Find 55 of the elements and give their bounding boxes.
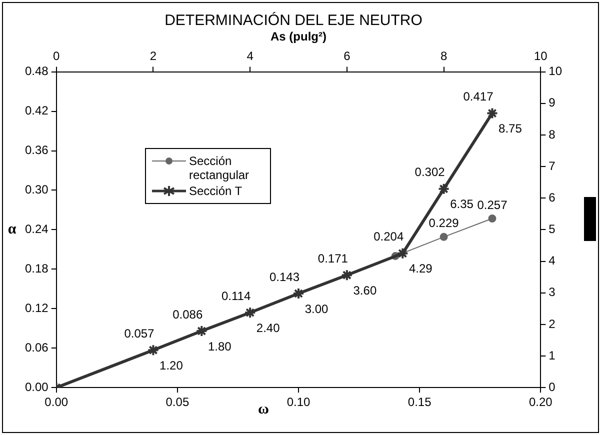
x2-tick-label: 0 <box>53 48 60 63</box>
chart-title: DETERMINACIÓN DEL EJE NEUTRO <box>164 11 422 30</box>
y2-tick-label: 0 <box>548 380 556 394</box>
y-tick-label: 0.06 <box>24 340 49 354</box>
x2-tick-label: 2 <box>150 48 157 63</box>
y2-tick-label: 2 <box>548 316 556 331</box>
annotation: 2.40 <box>256 320 280 335</box>
data-label: 0.114 <box>222 288 251 303</box>
legend-label: Sección rectangular <box>189 154 250 182</box>
y2-tick-label: 5 <box>548 222 556 236</box>
annotation: 3.60 <box>353 283 377 298</box>
data-label: 0.204 <box>374 230 404 244</box>
y2-tick-label: 10 <box>548 64 562 78</box>
y2-tick-label: 1 <box>548 348 556 362</box>
y-tick-label: 0.18 <box>24 261 49 276</box>
y2-tick-label: 3 <box>548 285 556 300</box>
data-label: 0.171 <box>318 251 348 266</box>
legend-label: Sección T <box>189 184 242 198</box>
y-tick-label: 0.30 <box>24 182 49 197</box>
annotation: 8.75 <box>498 122 522 136</box>
y-axis-title: α <box>8 222 17 238</box>
x2-tick-label: 10 <box>534 48 548 63</box>
x2-tick-label: 6 <box>344 48 351 63</box>
y-tick-label: 0.42 <box>24 104 49 118</box>
y2-tick-label: 6 <box>548 190 556 204</box>
y-tick-label: 0.48 <box>24 64 49 78</box>
y2-tick-label: 9 <box>548 96 556 110</box>
data-label: 0.417 <box>463 90 494 104</box>
annotation: 6.35 <box>450 197 474 212</box>
y2-tick-label: 4 <box>548 254 556 268</box>
y-tick-label: 0.36 <box>24 143 49 158</box>
data-label: 0.229 <box>428 216 460 230</box>
x-tick-label: 0.05 <box>166 395 190 410</box>
annotation: 4.29 <box>408 262 433 276</box>
annotation: 3.00 <box>304 302 329 316</box>
x-tick-label: 0.10 <box>286 395 311 410</box>
x-axis-title: ω <box>258 401 270 418</box>
x-tick-label: 0.15 <box>408 395 432 410</box>
x2-tick-label: 4 <box>246 48 254 63</box>
y-tick-label: 0.24 <box>24 222 49 236</box>
data-label: 0.086 <box>172 307 203 322</box>
annotation: 1.80 <box>208 339 232 354</box>
data-label: 0.057 <box>124 326 155 340</box>
x2-axis-title: As (pulg²) <box>270 30 327 44</box>
y2-tick-label: 7 <box>548 158 556 173</box>
data-label: 0.257 <box>477 198 508 212</box>
data-label: 0.143 <box>269 270 300 284</box>
x-tick-label: 0.00 <box>44 395 68 410</box>
x-tick-label: 0.20 <box>528 395 553 410</box>
y2-tick-label: 8 <box>548 127 556 142</box>
x2-tick-label: 8 <box>440 48 448 63</box>
y-tick-label: 0.00 <box>24 380 49 394</box>
y-tick-label: 0.12 <box>24 300 49 315</box>
annotation: 1.20 <box>160 358 184 372</box>
data-label: 0.302 <box>414 165 446 180</box>
